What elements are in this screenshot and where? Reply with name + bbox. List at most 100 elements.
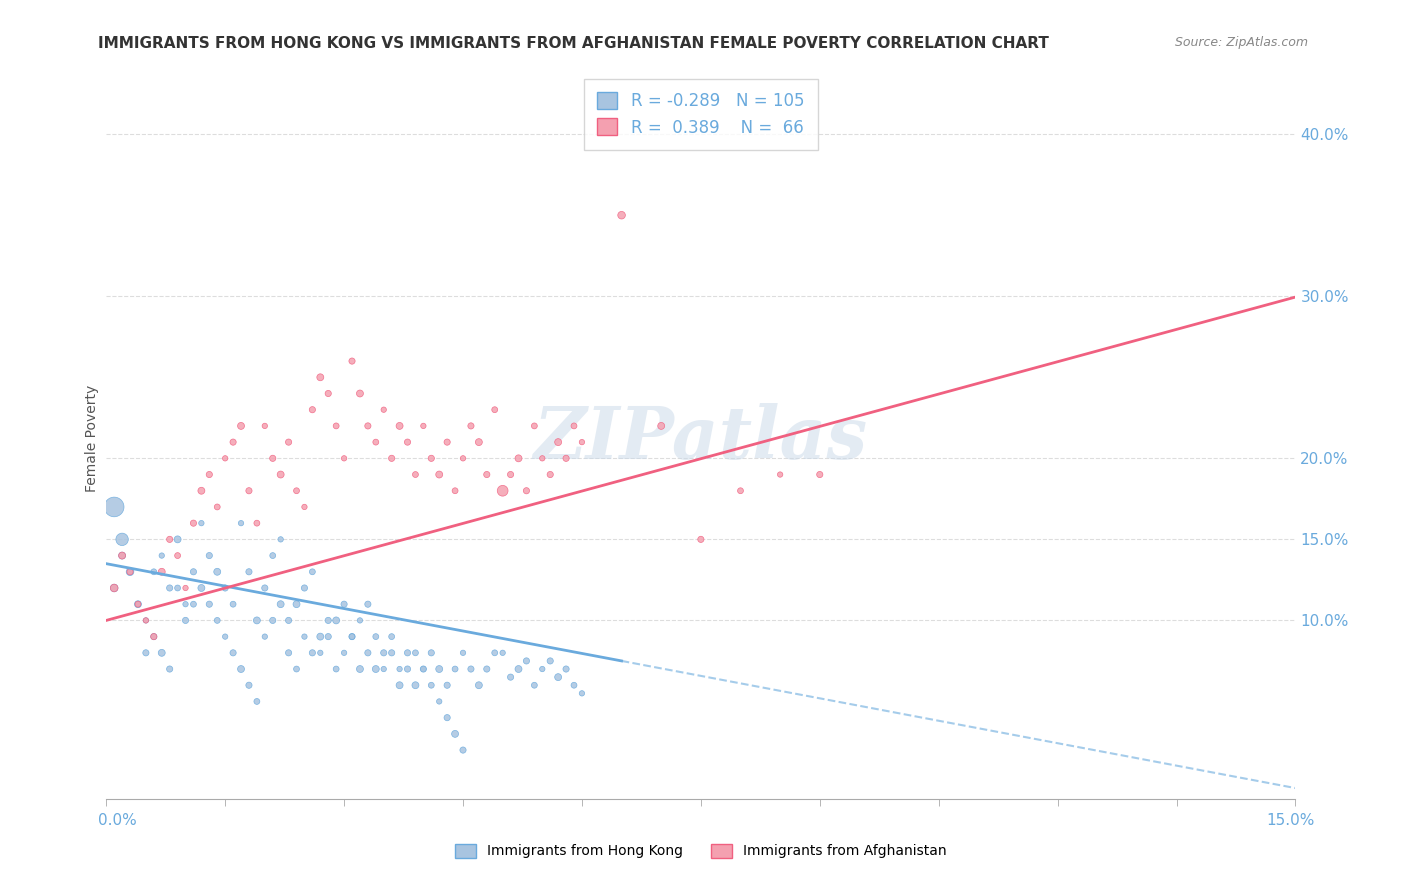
Point	[103, 581, 125, 595]
Point	[436, 435, 458, 450]
Point	[388, 662, 411, 676]
Point	[508, 451, 530, 466]
Point	[381, 646, 404, 660]
Point	[515, 654, 537, 668]
Point	[475, 662, 498, 676]
Point	[325, 418, 347, 433]
Point	[484, 646, 506, 660]
Point	[412, 662, 434, 676]
Point	[127, 597, 149, 611]
Legend: R = -0.289   N = 105, R =  0.389    N =  66: R = -0.289 N = 105, R = 0.389 N = 66	[583, 78, 818, 150]
Point	[174, 614, 197, 628]
Point	[396, 646, 419, 660]
Point	[190, 581, 212, 595]
Point	[404, 678, 426, 692]
Point	[451, 646, 474, 660]
Point	[294, 581, 316, 595]
Point	[229, 418, 252, 433]
Point	[444, 483, 467, 498]
Point	[174, 597, 197, 611]
Point	[451, 743, 474, 757]
Point	[523, 678, 546, 692]
Point	[427, 694, 450, 708]
Point	[340, 354, 363, 368]
Point	[214, 451, 236, 466]
Point	[253, 581, 276, 595]
Point	[412, 418, 434, 433]
Point	[444, 727, 467, 741]
Point	[508, 662, 530, 676]
Text: ZIPatlas: ZIPatlas	[534, 402, 868, 474]
Point	[364, 630, 387, 644]
Point	[253, 630, 276, 644]
Point	[492, 646, 515, 660]
Point	[325, 662, 347, 676]
Point	[277, 435, 299, 450]
Point	[316, 614, 339, 628]
Point	[547, 435, 569, 450]
Point	[150, 549, 173, 563]
Point	[166, 549, 188, 563]
Point	[301, 402, 323, 417]
Point	[270, 533, 292, 547]
Point	[340, 630, 363, 644]
Text: 15.0%: 15.0%	[1267, 814, 1315, 828]
Point	[135, 646, 157, 660]
Point	[262, 614, 284, 628]
Point	[222, 435, 245, 450]
Point	[285, 597, 308, 611]
Point	[357, 597, 380, 611]
Point	[309, 630, 332, 644]
Point	[571, 435, 593, 450]
Point	[349, 662, 371, 676]
Point	[238, 483, 260, 498]
Point	[420, 678, 443, 692]
Point	[142, 630, 165, 644]
Point	[357, 418, 380, 433]
Point	[769, 467, 792, 482]
Point	[238, 678, 260, 692]
Point	[316, 630, 339, 644]
Point	[229, 662, 252, 676]
Point	[198, 597, 221, 611]
Point	[492, 483, 515, 498]
Point	[325, 614, 347, 628]
Point	[460, 418, 482, 433]
Point	[253, 418, 276, 433]
Point	[388, 418, 411, 433]
Point	[277, 614, 299, 628]
Point	[183, 597, 205, 611]
Point	[118, 565, 141, 579]
Point	[198, 467, 221, 482]
Point	[396, 662, 419, 676]
Point	[396, 435, 419, 450]
Point	[333, 451, 356, 466]
Point	[135, 614, 157, 628]
Point	[166, 581, 188, 595]
Point	[270, 597, 292, 611]
Text: Source: ZipAtlas.com: Source: ZipAtlas.com	[1174, 36, 1308, 49]
Point	[499, 670, 522, 684]
Point	[531, 662, 554, 676]
Point	[246, 516, 269, 531]
Point	[214, 581, 236, 595]
Point	[436, 678, 458, 692]
Point	[294, 500, 316, 514]
Point	[420, 451, 443, 466]
Point	[373, 662, 395, 676]
Point	[364, 435, 387, 450]
Point	[246, 694, 269, 708]
Point	[333, 646, 356, 660]
Point	[301, 565, 323, 579]
Point	[262, 549, 284, 563]
Point	[294, 630, 316, 644]
Point	[111, 549, 134, 563]
Point	[730, 483, 752, 498]
Point	[159, 662, 181, 676]
Point	[190, 483, 212, 498]
Point	[531, 451, 554, 466]
Point	[349, 614, 371, 628]
Point	[650, 418, 672, 433]
Point	[571, 686, 593, 700]
Point	[207, 565, 229, 579]
